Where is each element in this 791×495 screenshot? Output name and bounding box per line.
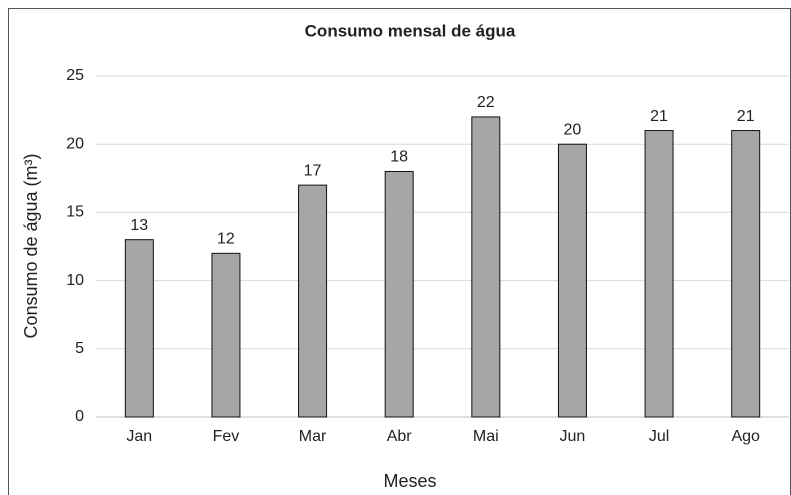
data-label: 13	[130, 217, 148, 234]
chart-title: Consumo mensal de água	[305, 21, 516, 40]
data-label: 12	[217, 231, 235, 248]
bar	[124, 239, 154, 418]
data-label: 21	[650, 108, 668, 125]
y-tick-label: 0	[75, 408, 84, 425]
x-tick-label: Fev	[213, 428, 240, 445]
y-axis-label: Consumo de água (m³)	[21, 153, 41, 338]
bar	[384, 170, 414, 418]
bar	[211, 252, 241, 418]
x-tick-label: Ago	[731, 428, 760, 445]
y-tick-label: 15	[66, 204, 84, 221]
bar	[644, 130, 674, 418]
x-tick-label: Jul	[649, 428, 669, 445]
y-tick-label: 10	[66, 272, 84, 289]
x-tick-label: Mai	[473, 428, 499, 445]
bar	[471, 116, 501, 418]
y-tick-label: 25	[66, 67, 84, 84]
x-tick-label: Jan	[126, 428, 152, 445]
bar	[557, 143, 587, 418]
data-label: 20	[564, 121, 582, 138]
data-label: 22	[477, 94, 495, 111]
data-label: 21	[737, 108, 755, 125]
y-tick-label: 5	[75, 340, 84, 357]
data-label: 17	[304, 162, 322, 179]
x-axis-label: Meses	[383, 471, 436, 491]
x-tick-label: Jun	[560, 428, 586, 445]
bar	[298, 184, 328, 418]
bar	[731, 130, 761, 418]
data-label: 18	[390, 149, 408, 166]
x-tick-label: Abr	[387, 428, 413, 445]
x-tick-label: Mar	[299, 428, 327, 445]
y-tick-label: 20	[66, 135, 84, 152]
